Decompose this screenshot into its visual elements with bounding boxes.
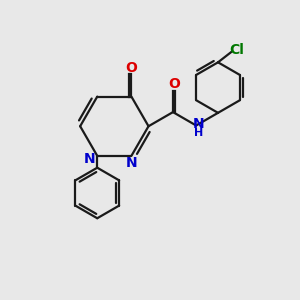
Text: O: O bbox=[125, 61, 137, 75]
Text: N: N bbox=[193, 117, 204, 131]
Text: N: N bbox=[83, 152, 95, 166]
Text: O: O bbox=[169, 77, 180, 91]
Text: N: N bbox=[126, 156, 138, 170]
Text: Cl: Cl bbox=[229, 43, 244, 56]
Text: H: H bbox=[194, 128, 203, 138]
